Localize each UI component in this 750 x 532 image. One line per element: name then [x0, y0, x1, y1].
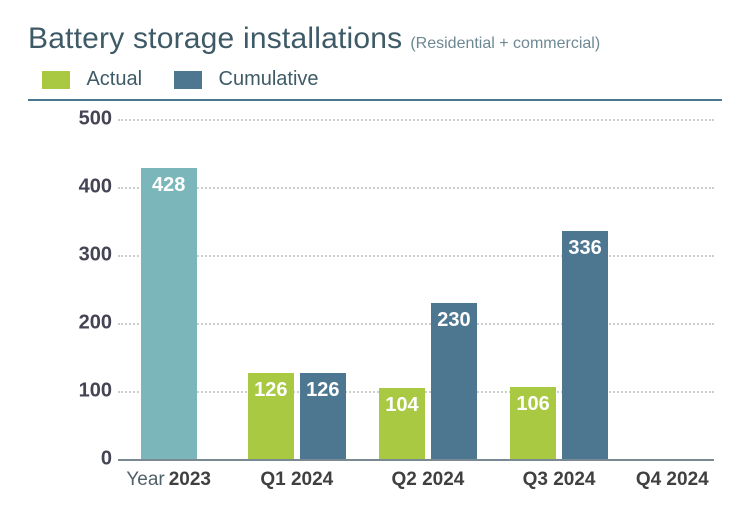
- y-tick-label: 500: [79, 108, 112, 131]
- bar: 428: [141, 168, 197, 459]
- x-axis-baseline: [118, 459, 714, 461]
- x-tick-text: Q1 2024: [260, 469, 333, 490]
- bar-group: 104 230: [379, 119, 477, 459]
- y-tick-label: 300: [79, 244, 112, 267]
- bar-area: 428 126 126 104 230 106 336: [118, 119, 714, 499]
- bar: 230: [431, 303, 477, 459]
- y-tick-label: 100: [79, 380, 112, 403]
- bar-value-label: 126: [248, 379, 294, 402]
- header-rule: [28, 99, 722, 101]
- bar-value-label: 428: [141, 174, 197, 197]
- legend-item-actual: Actual: [42, 68, 142, 91]
- y-tick-label: 400: [79, 176, 112, 199]
- bar-group: 126 126: [248, 119, 346, 459]
- bar-group: 106 336: [510, 119, 608, 459]
- legend-swatch-cumulative: [174, 71, 202, 89]
- x-tick-label: Q1 2024: [260, 469, 333, 491]
- x-tick-text: Q3 2024: [523, 469, 596, 490]
- y-axis: 0100200300400500: [28, 119, 118, 499]
- chart-plot: 0100200300400500 428126126104230106336 Y…: [28, 119, 722, 499]
- bar: 104: [379, 388, 425, 459]
- bar: 106: [510, 387, 556, 459]
- bar-value-label: 106: [510, 393, 556, 416]
- x-tick-text: Q2 2024: [391, 469, 464, 490]
- bar-value-label: 230: [431, 309, 477, 332]
- x-tick-prefix: Year: [126, 469, 164, 490]
- bar: 336: [562, 231, 608, 459]
- bar: 126: [248, 373, 294, 459]
- legend-swatch-actual: [42, 71, 70, 89]
- bar-value-label: 336: [562, 237, 608, 260]
- legend: Actual Cumulative: [42, 68, 722, 91]
- chart-title: Battery storage installations: [28, 22, 402, 56]
- x-tick-label: Year2023: [126, 469, 211, 491]
- x-tick-text: 2023: [169, 469, 211, 490]
- legend-label-actual: Actual: [86, 68, 142, 90]
- y-tick-label: 0: [101, 448, 112, 471]
- x-tick-label: Q3 2024: [523, 469, 596, 491]
- legend-label-cumulative: Cumulative: [219, 68, 319, 90]
- legend-item-cumulative: Cumulative: [174, 68, 319, 91]
- title-row: Battery storage installations (Residenti…: [28, 22, 722, 56]
- x-tick-label: Q4 2024: [636, 469, 709, 491]
- bar-value-label: 104: [379, 394, 425, 417]
- x-tick-label: Q2 2024: [391, 469, 464, 491]
- y-tick-label: 200: [79, 312, 112, 335]
- bar-group: 428: [141, 119, 197, 459]
- bar: 126: [300, 373, 346, 459]
- x-tick-text: Q4 2024: [636, 469, 709, 490]
- chart-subtitle: (Residential + commercial): [410, 35, 600, 53]
- bar-value-label: 126: [300, 379, 346, 402]
